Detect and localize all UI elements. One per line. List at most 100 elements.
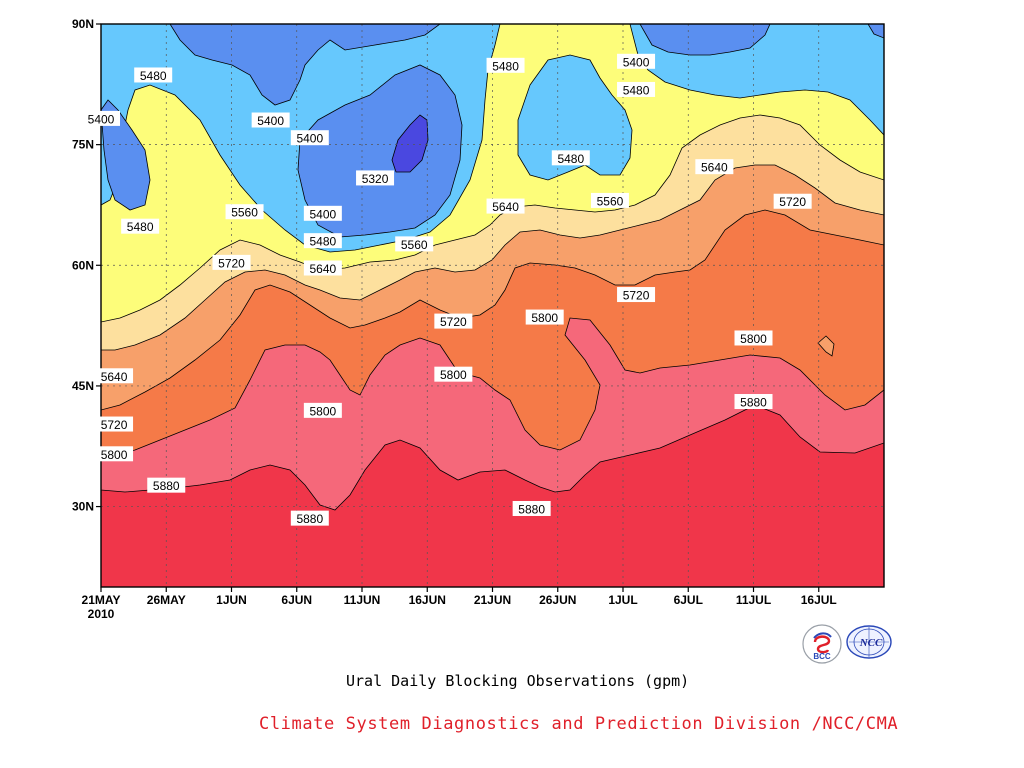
x-tick-label: 6JUN [281,593,312,607]
contour-label: 5800 [95,446,134,462]
x-tick-label: 16JUL [801,593,837,607]
contour-label: 5640 [303,260,342,276]
svg-text:5400: 5400 [88,112,115,126]
ncc-logo: NCC [845,624,893,664]
band-5320-5400-center [297,64,463,238]
svg-text:5800: 5800 [740,332,767,346]
band-5320-5400-corner [867,24,884,39]
band-5320-5400-top [169,24,441,106]
y-tick-label: 45N [72,379,94,393]
contour-label: 5400 [82,110,120,126]
contour-label: 5400 [617,53,656,69]
contour-label: 5720 [773,193,812,209]
contour-label: 5800 [734,330,773,346]
contour-label: 5880 [734,394,773,410]
svg-text:5640: 5640 [101,370,128,384]
band-below-5320 [391,114,429,173]
x-tick-label: 21JUN [474,593,511,607]
bcc-logo: BCC [802,624,842,668]
svg-text:5720: 5720 [440,315,467,329]
svg-text:5560: 5560 [231,206,258,220]
contour-label: 5880 [512,500,551,516]
y-axis: 90N 75N 60N 45N 30N [72,17,101,514]
svg-text:5800: 5800 [309,404,336,418]
svg-text:5640: 5640 [492,200,519,214]
x-tick-label: 16JUN [409,593,446,607]
svg-text:5720: 5720 [779,195,806,209]
svg-text:5400: 5400 [296,132,323,146]
contour-label: 5480 [303,233,342,249]
contour-label: 5320 [356,170,395,186]
contour-label: 5560 [590,192,629,208]
contour-label: 5480 [486,57,525,73]
svg-text:5480: 5480 [492,59,519,73]
band-5400-5480-center [517,54,633,181]
svg-text:5640: 5640 [309,262,336,276]
organization-credit: Climate System Diagnostics and Predictio… [259,714,899,734]
ncc-logo-text: NCC [859,637,883,649]
contour-label: 5480 [121,218,160,234]
svg-text:5880: 5880 [518,502,545,516]
contour-label: 5720 [95,416,134,432]
x-tick-label: 21MAY [82,593,121,607]
bcc-logo-text: BCC [813,652,831,661]
contour-label: 5480 [551,150,590,166]
svg-text:5400: 5400 [309,207,336,221]
y-tick-label: 30N [72,500,94,514]
x-axis: 21MAY 26MAY 1JUN 6JUN 11JUN 16JUN 21JUN 26JUN 1J… [82,587,837,621]
band-5320-5400-topright [639,24,771,56]
svg-text:5640: 5640 [701,161,728,175]
x-tick-label: 26MAY [147,593,186,607]
contour-label: 5480 [617,81,656,97]
contour-label: 5480 [134,67,173,83]
contour-label: 5640 [486,198,525,214]
contour-label: 5560 [395,236,434,252]
contour-label: 5880 [290,510,329,526]
svg-text:5720: 5720 [218,256,245,270]
svg-text:5880: 5880 [740,396,767,410]
svg-text:5320: 5320 [362,172,389,186]
svg-text:5720: 5720 [101,418,128,432]
svg-text:5560: 5560 [401,238,428,252]
contour-label: 5640 [95,368,134,384]
y-tick-label: 60N [72,258,94,272]
contour-label: 5560 [225,204,264,220]
contour-label: 5400 [290,130,329,146]
contour-label: 5720 [434,313,473,329]
contour-closed-small [817,335,835,357]
x-year-label: 2010 [88,607,115,621]
x-tick-label: 26JUN [539,593,576,607]
svg-text:5480: 5480 [309,235,336,249]
x-tick-label: 1JUL [608,593,637,607]
svg-text:5480: 5480 [140,69,167,83]
svg-text:5720: 5720 [623,289,650,303]
x-tick-label: 1JUN [216,593,247,607]
svg-text:5880: 5880 [296,512,323,526]
svg-text:5560: 5560 [597,194,624,208]
contour-label: 5800 [525,309,564,325]
x-tick-label: 11JUN [344,593,381,607]
chart-title: Ural Daily Blocking Observations (gpm) [346,672,690,690]
y-tick-label: 90N [72,17,94,31]
svg-text:5400: 5400 [257,114,284,128]
svg-text:5800: 5800 [101,448,128,462]
contour-label: 5640 [695,159,734,175]
contour-label: 5880 [147,477,186,493]
x-tick-label: 6JUL [674,593,703,607]
contour-label: 5400 [251,112,290,128]
x-tick-label: 11JUL [736,593,771,607]
svg-text:5400: 5400 [623,55,650,69]
contour-label: 5800 [434,366,473,382]
svg-text:5480: 5480 [557,152,584,166]
band-5320-5400-left [101,99,151,211]
svg-text:5800: 5800 [531,311,558,325]
svg-text:5480: 5480 [623,83,650,97]
svg-text:5800: 5800 [440,368,467,382]
contour-label: 5400 [303,205,342,221]
svg-text:5480: 5480 [127,220,154,234]
contour-label: 5720 [617,287,656,303]
y-tick-label: 75N [72,138,94,152]
grid-lines [101,24,884,587]
contour-label: 5720 [212,254,251,270]
